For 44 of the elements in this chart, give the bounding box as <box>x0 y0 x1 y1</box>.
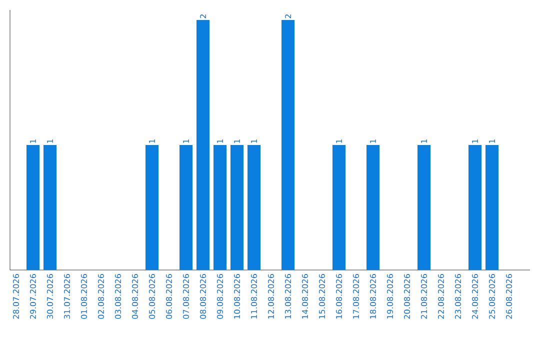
x-tick-label: 03.08.2026 <box>114 274 122 319</box>
x-tick-label: 15.08.2026 <box>318 274 326 318</box>
data-label: 1 <box>30 139 36 143</box>
x-tick-label: 20.08.2026 <box>404 274 410 319</box>
x-tick-label: 26.08.2026 <box>506 274 512 319</box>
data-label: 1 <box>251 139 257 143</box>
x-tick-label: 29.07.2026 <box>30 274 36 319</box>
x-tick-label: 22.08.2026 <box>438 274 444 319</box>
x-tick-label: 05.08.2026 <box>148 274 156 319</box>
x-tick-label: 07.08.2026 <box>182 274 190 319</box>
data-label: 1 <box>47 139 53 143</box>
data-label: 1 <box>183 139 189 143</box>
x-tick-label: 02.08.2026 <box>98 274 104 319</box>
x-tick-label: 28.07.2026 <box>12 274 20 319</box>
x-tick-label: 30.07.2026 <box>46 274 54 319</box>
x-tick-label: 12.08.2026 <box>268 274 274 318</box>
data-label: 1 <box>217 139 223 143</box>
data-label: 1 <box>472 139 478 143</box>
x-tick-label: 13.08.2026 <box>284 274 292 318</box>
data-label: 1 <box>336 139 342 143</box>
x-tick-label: 17.08.2026 <box>352 274 360 318</box>
x-tick-label: 31.07.2026 <box>64 274 70 319</box>
x-tick-label: 19.08.2026 <box>386 274 394 318</box>
data-label: 1 <box>421 139 427 143</box>
data-label: 1 <box>370 139 376 143</box>
x-tick-label: 10.08.2026 <box>234 274 240 318</box>
x-tick-label: 06.08.2026 <box>166 274 172 319</box>
x-tick-label: 04.08.2026 <box>132 274 138 319</box>
x-tick-label: 23.08.2026 <box>454 274 462 319</box>
x-tick-label: 11.08.2026 <box>250 274 258 318</box>
x-tick-label: 25.08.2026 <box>488 274 496 319</box>
x-tick-label: 08.08.2026 <box>200 274 206 319</box>
data-label: 1 <box>489 139 495 143</box>
data-label: 1 <box>234 139 240 143</box>
x-tick-label: 01.08.2026 <box>80 274 88 319</box>
data-label: 2 <box>200 14 206 18</box>
x-tick-label: 14.08.2026 <box>302 274 308 318</box>
x-tick-label: 21.08.2026 <box>420 274 428 319</box>
x-tick-label: 18.08.2026 <box>370 274 376 318</box>
data-label: 1 <box>149 139 155 143</box>
x-tick-label: 09.08.2026 <box>216 274 224 319</box>
x-tick-label: 16.08.2026 <box>336 274 342 318</box>
x-tick-label: 24.08.2026 <box>472 274 478 319</box>
data-label: 2 <box>285 14 291 18</box>
